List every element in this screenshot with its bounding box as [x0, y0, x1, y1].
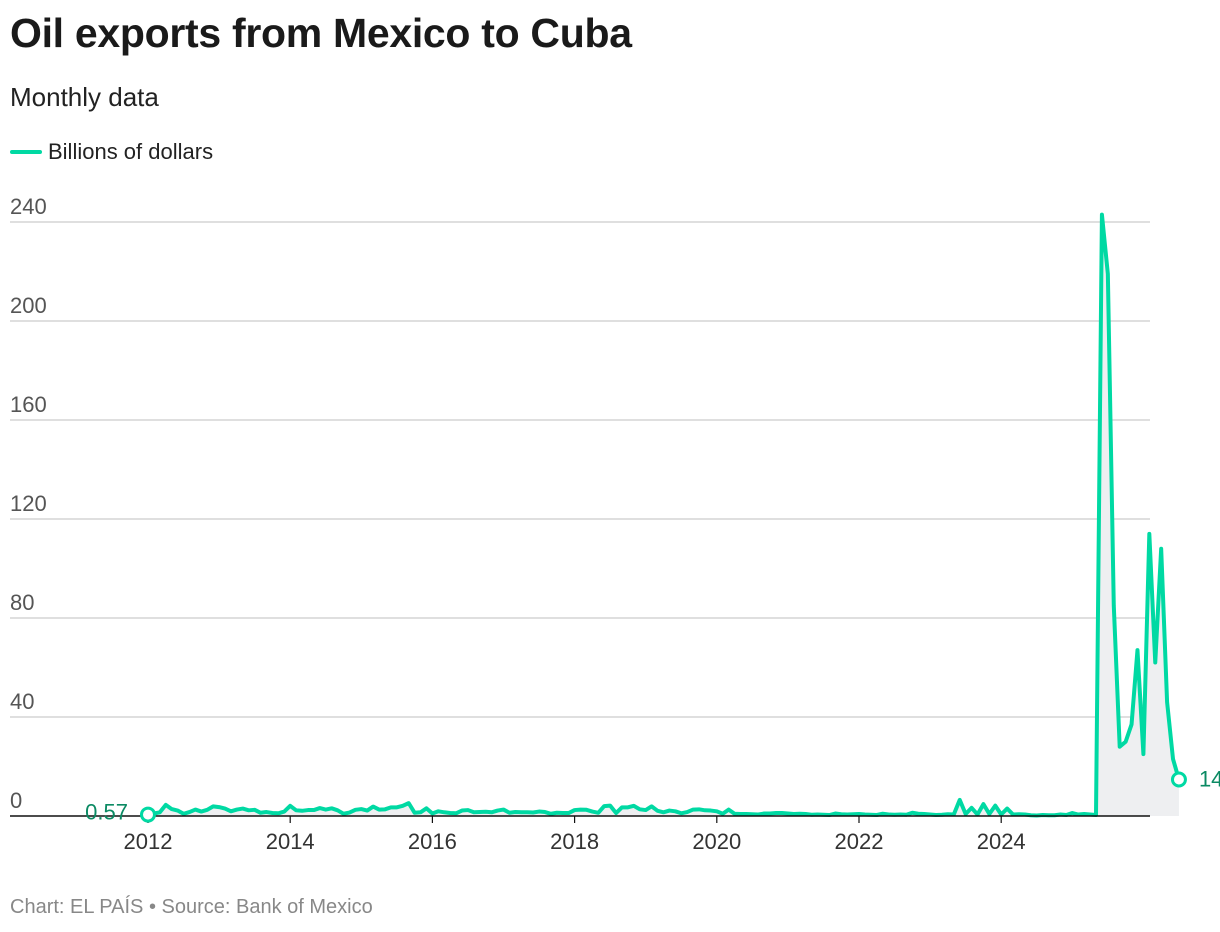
- source-credit: Source: Bank of Mexico: [161, 896, 373, 918]
- legend: Billions of dollars: [10, 139, 213, 165]
- y-tick-label: 120: [10, 491, 47, 516]
- y-tick-label: 240: [10, 194, 47, 219]
- legend-label: Billions of dollars: [48, 139, 214, 164]
- y-tick-label: 200: [10, 293, 47, 318]
- chart-title: Oil exports from Mexico to Cuba: [10, 10, 632, 56]
- last-value-label: 14.74: [1199, 767, 1220, 792]
- legend-swatch: [10, 150, 42, 154]
- y-tick-label: 0: [10, 788, 22, 813]
- last-point-marker: [1170, 771, 1187, 788]
- y-axis: 0 40 80 120 160 200 240: [10, 194, 47, 813]
- gridlines: [10, 221, 1150, 718]
- series-area: [148, 214, 1179, 816]
- x-axis: 2012 2014 2016 2018 2020 2022 2024: [10, 815, 1150, 854]
- series-lines: [146, 212, 1181, 818]
- area-fill: [148, 214, 1179, 816]
- x-tick-label: 2024: [977, 829, 1026, 854]
- x-tick-label: 2022: [835, 829, 884, 854]
- first-value-label: 0.57: [85, 800, 128, 825]
- series-line: [146, 212, 1181, 818]
- chart-footer: Chart: EL PAÍS • Source: Bank of Mexico: [10, 896, 373, 919]
- y-tick-label: 160: [10, 392, 47, 417]
- x-tick-label: 2014: [266, 829, 315, 854]
- footer-separator: •: [148, 896, 156, 918]
- first-point-marker: [140, 806, 156, 823]
- x-tick-label: 2016: [408, 829, 457, 854]
- chart-subtitle: Monthly data: [10, 82, 159, 112]
- x-tick-label: 2020: [692, 829, 741, 854]
- endpoint-markers: 0.57 14.74: [85, 767, 1220, 825]
- y-tick-label: 80: [10, 590, 34, 615]
- x-tick-label: 2012: [124, 829, 173, 854]
- y-tick-label: 40: [10, 689, 34, 714]
- chart-credit: Chart: EL PAÍS: [10, 896, 144, 918]
- x-tick-label: 2018: [550, 829, 599, 854]
